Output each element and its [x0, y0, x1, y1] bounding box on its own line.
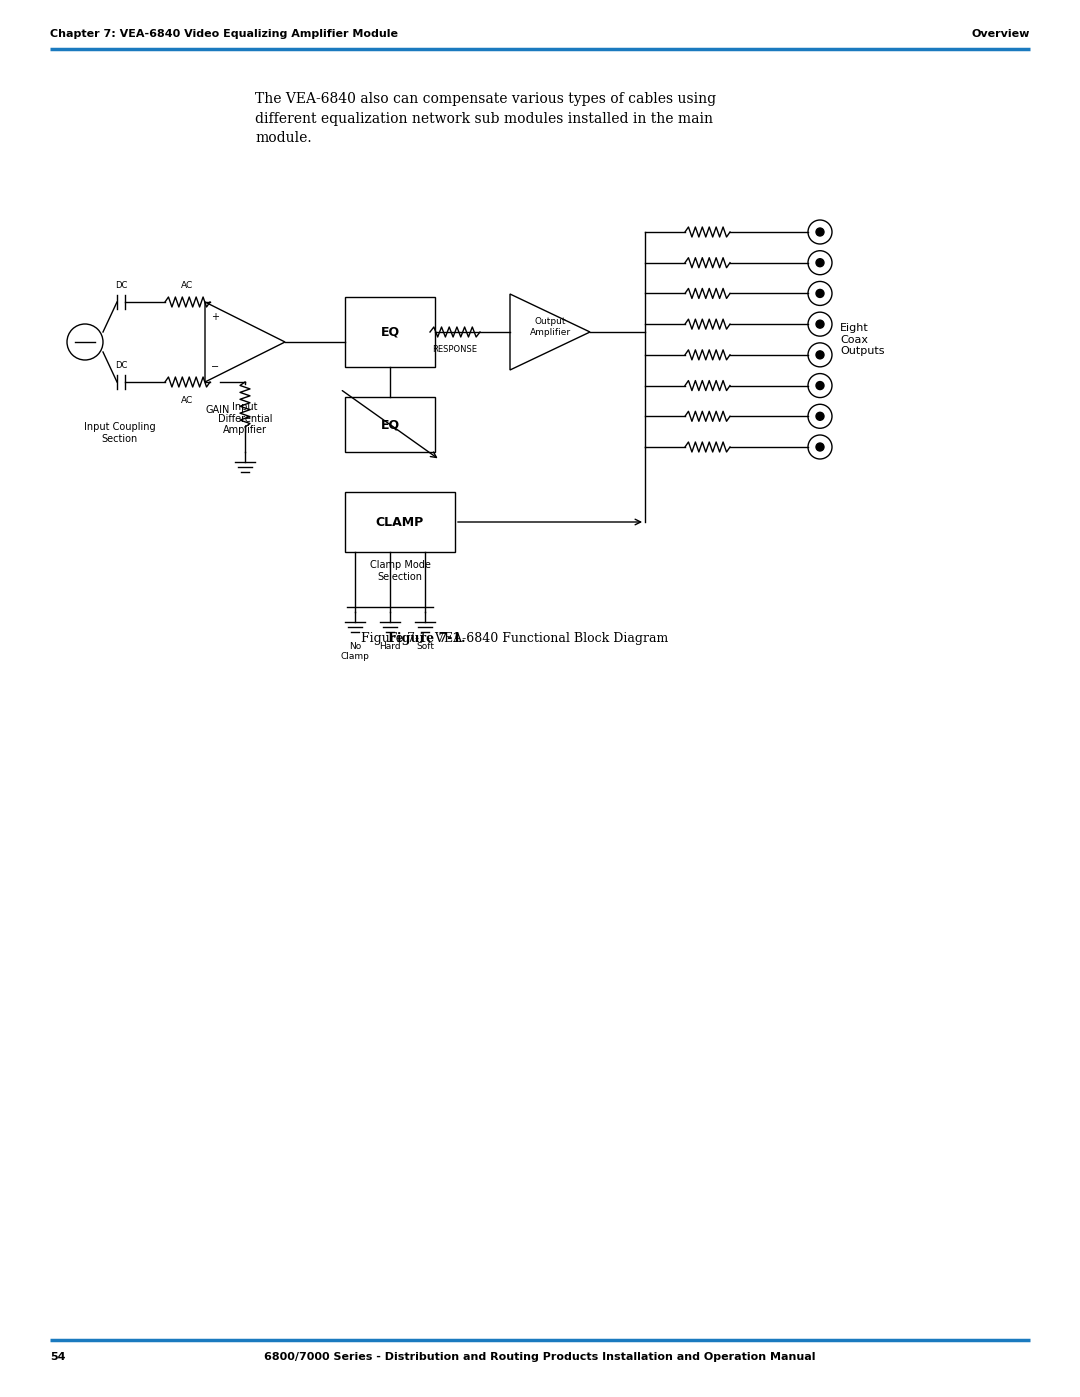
Circle shape [808, 434, 832, 460]
Text: Figure 7-1. VEA-6840 Functional Block Diagram: Figure 7-1. VEA-6840 Functional Block Di… [362, 631, 669, 645]
Circle shape [816, 320, 824, 328]
Text: +: + [211, 312, 219, 321]
Text: Input Coupling
Section: Input Coupling Section [84, 422, 156, 444]
Text: AC: AC [180, 395, 193, 405]
Text: 54: 54 [50, 1352, 66, 1362]
Bar [345, 397, 435, 453]
Text: GAIN: GAIN [205, 405, 230, 415]
Text: Hard: Hard [379, 643, 401, 651]
Text: 6800/7000 Series - Distribution and Routing Products Installation and Operation : 6800/7000 Series - Distribution and Rout… [265, 1352, 815, 1362]
Text: EQ: EQ [380, 326, 400, 338]
Text: Output
Amplifier: Output Amplifier [529, 317, 570, 337]
Circle shape [816, 258, 824, 267]
Text: Figure 7-1.: Figure 7-1. [388, 631, 465, 645]
Bar [345, 492, 455, 552]
Circle shape [67, 324, 103, 360]
Text: Clamp Mode
Selection: Clamp Mode Selection [369, 560, 431, 581]
Circle shape [808, 373, 832, 398]
Circle shape [816, 443, 824, 451]
Text: EQ: EQ [380, 418, 400, 432]
Text: Chapter 7: VEA-6840 Video Equalizing Amplifier Module: Chapter 7: VEA-6840 Video Equalizing Amp… [50, 29, 399, 39]
Circle shape [816, 228, 824, 236]
Text: Overview: Overview [972, 29, 1030, 39]
Circle shape [816, 381, 824, 390]
Text: Eight
Coax
Outputs: Eight Coax Outputs [840, 323, 885, 356]
Circle shape [808, 342, 832, 367]
Circle shape [808, 312, 832, 337]
Text: AC: AC [180, 281, 193, 291]
Text: CLAMP: CLAMP [376, 515, 424, 528]
Circle shape [816, 351, 824, 359]
Text: DC: DC [114, 281, 127, 291]
Text: No
Clamp: No Clamp [340, 643, 369, 661]
Text: Input
Differential
Amplifier: Input Differential Amplifier [218, 402, 272, 436]
Text: −: − [211, 362, 219, 372]
Circle shape [808, 281, 832, 306]
Bar [345, 298, 435, 367]
Circle shape [808, 404, 832, 429]
Circle shape [816, 289, 824, 298]
Circle shape [816, 412, 824, 420]
Text: Soft: Soft [416, 643, 434, 651]
Circle shape [808, 250, 832, 275]
Text: DC: DC [114, 360, 127, 370]
Text: RESPONSE: RESPONSE [432, 345, 477, 353]
Circle shape [808, 219, 832, 244]
Text: The VEA-6840 also can compensate various types of cables using
different equaliz: The VEA-6840 also can compensate various… [255, 92, 716, 145]
